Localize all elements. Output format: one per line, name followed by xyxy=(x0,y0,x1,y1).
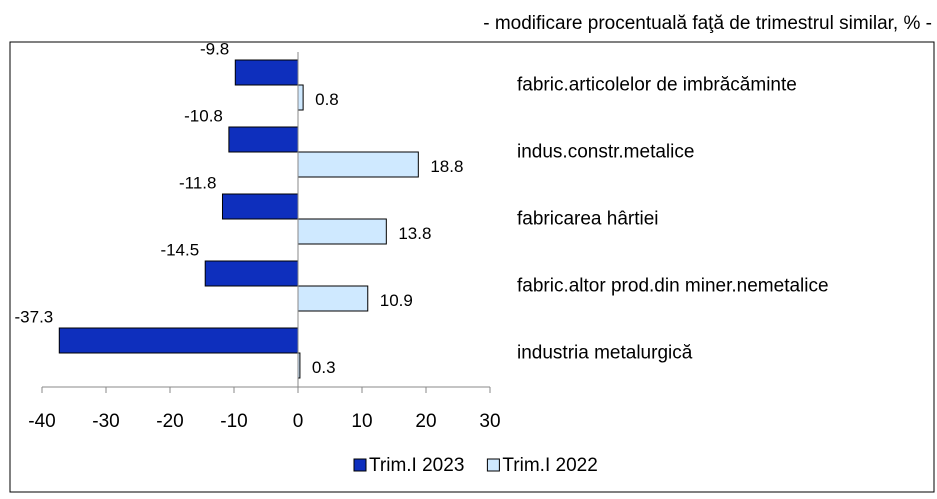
category-label: industria metalurgică xyxy=(517,343,693,364)
bar xyxy=(297,84,304,111)
category-label: fabric.altor prod.din miner.nemetalice xyxy=(517,276,829,297)
bar xyxy=(297,151,419,178)
value-label: 0.8 xyxy=(315,90,339,109)
legend-label: Trim.I 2023 xyxy=(369,455,464,476)
bar xyxy=(228,126,299,153)
bar xyxy=(221,193,299,220)
x-tick-label: -10 xyxy=(220,411,247,432)
value-label: 10.9 xyxy=(380,291,413,310)
bar xyxy=(234,59,299,86)
legend-label: Trim.I 2022 xyxy=(502,455,597,476)
bar xyxy=(297,285,369,312)
bar xyxy=(297,218,387,245)
chart-subtitle: - modificare procentuală faţă de trimest… xyxy=(483,13,932,34)
bar xyxy=(58,327,299,354)
x-tick-label: 10 xyxy=(351,411,372,432)
x-tick-label: 0 xyxy=(293,411,304,432)
category-label: fabricarea hârtiei xyxy=(517,209,659,230)
value-label: 18.8 xyxy=(430,157,463,176)
category-label: fabric.articolelor de imbrăcăminte xyxy=(517,75,797,96)
x-tick-label: 20 xyxy=(415,411,436,432)
x-tick-label: -30 xyxy=(92,411,119,432)
legend-swatch xyxy=(353,458,367,472)
x-tick-label: -20 xyxy=(156,411,183,432)
value-label: -10.8 xyxy=(184,106,223,125)
value-label: -11.8 xyxy=(179,173,217,192)
value-label: -37.3 xyxy=(15,307,54,326)
value-label: -9.8 xyxy=(200,39,229,58)
legend-swatch xyxy=(486,458,500,472)
chart-frame xyxy=(9,41,935,493)
category-label: indus.constr.metalice xyxy=(517,142,694,163)
value-label: 0.3 xyxy=(312,358,336,377)
bar xyxy=(204,260,299,287)
value-label: 13.8 xyxy=(398,224,431,243)
x-tick-label: 30 xyxy=(479,411,500,432)
value-label: -14.5 xyxy=(160,240,199,259)
x-tick-label: -40 xyxy=(28,411,55,432)
